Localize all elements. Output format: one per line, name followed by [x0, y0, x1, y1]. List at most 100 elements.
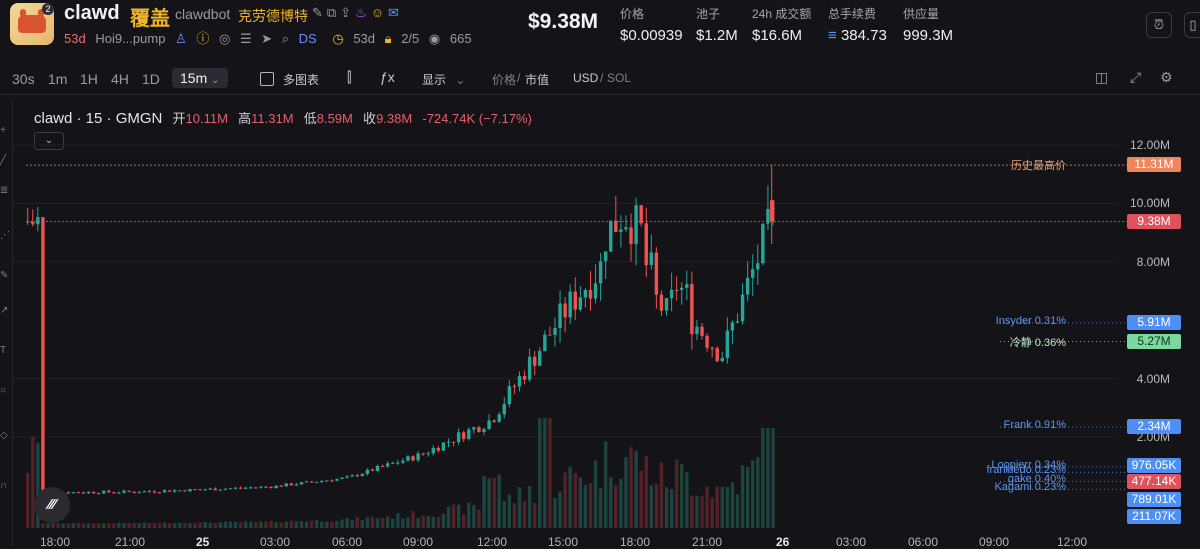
- volume-bar: [563, 472, 567, 528]
- text-tool-icon[interactable]: T: [0, 345, 7, 356]
- fib-tool-icon[interactable]: ≣: [0, 185, 9, 196]
- timeframe-selector[interactable]: 15m ⌄: [172, 68, 228, 88]
- candle-body: [350, 475, 354, 477]
- volume-bar: [355, 517, 359, 528]
- candle-body: [162, 490, 167, 493]
- candle-body: [598, 261, 603, 284]
- sol-toggle[interactable]: SOL: [607, 71, 632, 85]
- camera-icon[interactable]: ◫: [1095, 69, 1109, 85]
- token-address[interactable]: Hoi9...pump: [95, 31, 166, 46]
- share-icon[interactable]: ⇪: [340, 5, 356, 20]
- brush-tool-icon[interactable]: ✎: [0, 270, 9, 281]
- user-icon[interactable]: ♙: [175, 31, 187, 46]
- indicators-icon[interactable]: ƒx: [380, 69, 395, 85]
- stat-price: 价格 $0.00939: [620, 5, 683, 44]
- chevron-down-icon: ⌄: [44, 135, 54, 146]
- globe-icon[interactable]: ◎: [218, 31, 231, 46]
- stat-value: $1.2M: [696, 27, 738, 44]
- y-tick-label: 10.00M: [1129, 196, 1170, 211]
- volume-bar: [664, 487, 669, 528]
- flame-icon: ♨: [355, 5, 371, 20]
- path-tool-icon[interactable]: ⋰: [0, 230, 10, 241]
- ds-badge[interactable]: DS: [299, 31, 323, 46]
- stat-label: 总手续费: [828, 7, 877, 21]
- token-logo[interactable]: 2: [10, 3, 54, 45]
- zoom-tool-icon[interactable]: ○: [0, 385, 7, 396]
- candle-body: [193, 489, 197, 491]
- volume-bar: [598, 488, 603, 528]
- legend-collapse-button[interactable]: ⌄: [34, 132, 64, 150]
- legend-high: 11.31M: [251, 111, 294, 126]
- candle-body: [669, 289, 674, 299]
- telegram-icon[interactable]: ➤: [261, 31, 273, 46]
- timeframe-4h[interactable]: 4H: [111, 71, 129, 87]
- eraser-tool-icon[interactable]: ◇: [0, 430, 8, 441]
- usd-toggle[interactable]: USD: [573, 71, 599, 85]
- cursor-tool-icon[interactable]: +: [0, 125, 6, 136]
- multi-chart-label[interactable]: 多图表: [283, 73, 320, 87]
- volume-bar: [259, 521, 263, 528]
- measure-tool-icon[interactable]: ↗: [0, 305, 9, 316]
- timeframe-30s[interactable]: 30s: [12, 71, 35, 87]
- alert-clock-button[interactable]: ⏰︎: [1146, 12, 1172, 38]
- timeframe-1d[interactable]: 1D: [142, 71, 160, 87]
- timeframe-1h[interactable]: 1H: [80, 71, 98, 87]
- volume-bar: [533, 502, 537, 528]
- edit-icon[interactable]: ✎: [312, 5, 327, 20]
- candle-body: [244, 487, 248, 489]
- chevron-down-icon: ⌄: [455, 73, 466, 87]
- multi-chart-checkbox[interactable]: [260, 72, 274, 86]
- candle-body: [320, 480, 324, 482]
- volume-bar: [669, 489, 674, 528]
- search-icon[interactable]: ⌕: [281, 31, 290, 46]
- price-toggle[interactable]: 价格: [492, 73, 517, 87]
- volume-bar: [117, 522, 121, 528]
- candle-body: [426, 453, 430, 455]
- list-icon[interactable]: ☰: [239, 31, 252, 46]
- stat-value: 999.3M: [903, 27, 954, 44]
- message-icon[interactable]: ✉: [388, 5, 403, 20]
- price-tag: 477.14K: [1127, 474, 1181, 489]
- settings-gear-icon[interactable]: ⚙: [1160, 69, 1173, 85]
- candle-body: [725, 330, 730, 359]
- token-meta-row: 53d Hoi9...pump ♙ ⓘ ◎ ☰ ➤ ⌕ DS ◷ 53d 🔒︎ …: [64, 28, 478, 47]
- side-panel-toggle[interactable]: ▯: [1184, 12, 1200, 38]
- candle-body: [375, 466, 380, 471]
- stat-fees: 总手续费 ≡ 384.73: [828, 5, 887, 44]
- candle-type-icon[interactable]: ⫿: [347, 69, 352, 85]
- tradingview-logo[interactable]: ⁄⁄⁄: [34, 487, 70, 523]
- volume-bar: [127, 523, 131, 528]
- volume-bar: [624, 457, 628, 528]
- ds-label: DS: [298, 31, 317, 46]
- price-line-label: 历史最高价: [1011, 160, 1066, 173]
- volume-bar: [360, 520, 365, 528]
- copy-icon[interactable]: ⧉: [326, 5, 341, 20]
- legend-low: 8.59M: [316, 111, 353, 126]
- volume-bar: [735, 494, 740, 528]
- volume-bar: [102, 523, 106, 528]
- timeframe-1m[interactable]: 1m: [48, 71, 68, 87]
- fullscreen-icon[interactable]: ⤢: [1130, 69, 1142, 85]
- volume-bar: [710, 497, 714, 528]
- warning-icon[interactable]: ⓘ: [196, 31, 210, 46]
- volume-bar: [365, 517, 370, 528]
- candle-body: [533, 356, 537, 366]
- mcap-toggle[interactable]: 市值: [525, 73, 550, 87]
- volume-bar: [350, 520, 354, 528]
- volume-bar: [725, 486, 730, 528]
- candle-body: [649, 252, 654, 266]
- legend-close: 9.38M: [376, 111, 413, 126]
- magnet-tool-icon[interactable]: ∩: [0, 480, 8, 491]
- volume-bar: [588, 483, 593, 528]
- candle-body: [269, 486, 273, 488]
- volume-bar: [228, 521, 233, 528]
- legend-open-label: 开: [172, 111, 186, 126]
- line-tool-icon[interactable]: ╱: [0, 155, 7, 166]
- x-tick-label: 03:00: [836, 535, 867, 549]
- price-chart[interactable]: [12, 100, 1200, 545]
- candle-body: [421, 453, 425, 455]
- candle-body: [462, 432, 466, 439]
- ds-age: 53d: [353, 31, 376, 46]
- legend-title: clawd · 15 · GMGN: [34, 110, 163, 127]
- display-menu[interactable]: 显示 ⌄: [422, 71, 465, 88]
